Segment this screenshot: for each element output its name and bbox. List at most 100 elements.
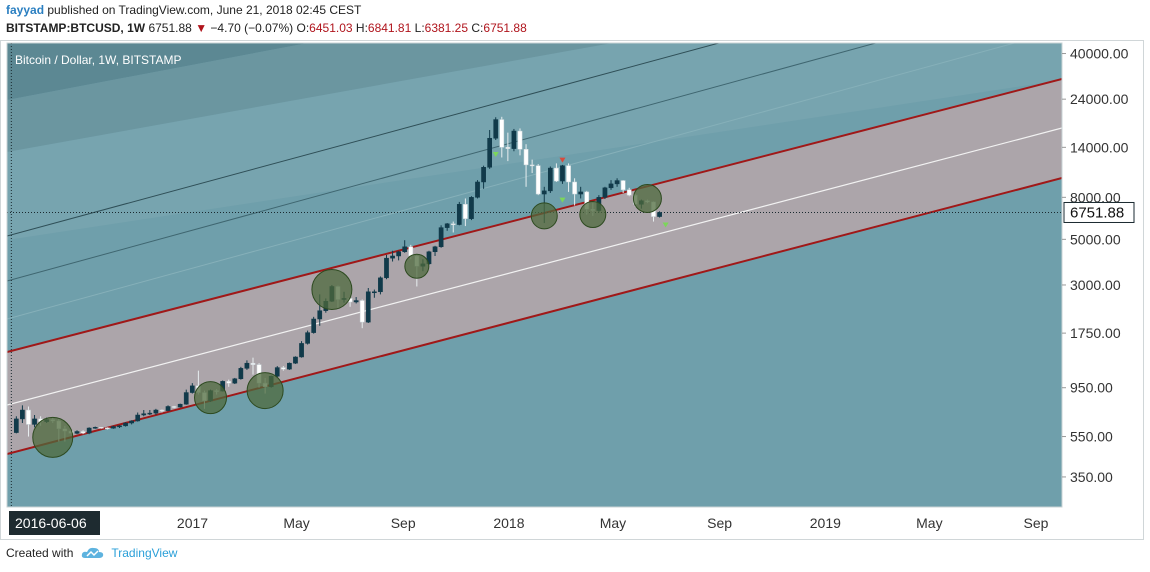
signal-marker <box>492 151 499 157</box>
candle <box>189 385 195 393</box>
candle <box>450 223 456 226</box>
upper-channel-line-1 <box>7 43 721 237</box>
candle <box>614 180 620 185</box>
candle <box>444 223 450 228</box>
candle <box>74 431 80 434</box>
price-chart[interactable]: Bitcoin / Dollar, 1W, BITSTAMP 40000.00 24… <box>0 40 1150 540</box>
candle <box>141 413 147 416</box>
candle <box>92 427 98 429</box>
ohlc-line: BITSTAMP:BTCUSD, 1W 6751.88 ▼ −4.70 (−0.… <box>6 21 527 35</box>
candle <box>226 381 232 384</box>
x-tick-label: Sep <box>1024 515 1049 531</box>
candle <box>505 147 511 149</box>
y-tick-label: 8000.00 <box>1070 189 1121 205</box>
x-tick-label: Sep <box>391 515 416 531</box>
candle <box>493 119 499 139</box>
close-value: 6751.88 <box>483 21 527 35</box>
candle <box>311 318 317 333</box>
x-tick-label: Sep <box>707 515 732 531</box>
open-label: O: <box>296 21 310 35</box>
candle <box>402 246 408 253</box>
candle <box>499 119 505 148</box>
touch-circle <box>632 183 662 213</box>
candle <box>378 277 383 293</box>
touch-circle <box>404 253 430 279</box>
candle <box>13 418 19 433</box>
author-name[interactable]: fayyad <box>6 3 45 17</box>
down-arrow-icon: ▼ <box>195 21 208 35</box>
candle <box>608 183 614 189</box>
candle <box>408 246 414 257</box>
mid-line <box>7 127 1062 406</box>
candle <box>86 427 92 434</box>
tradingview-brand-link[interactable]: TradingView <box>111 546 178 560</box>
candle <box>657 212 662 217</box>
upper-channel-line-2 <box>7 43 878 282</box>
candle <box>359 300 365 323</box>
last-price: 6751.88 <box>148 21 192 35</box>
candle <box>487 137 493 168</box>
open-value: 6451.03 <box>309 21 353 35</box>
candle <box>293 356 298 364</box>
publish-line: fayyad published on TradingView.com, Jun… <box>6 3 361 17</box>
candle <box>396 251 401 257</box>
publish-info: published on TradingView.com, June 21, 2… <box>47 3 362 17</box>
candle <box>111 426 116 429</box>
tradingview-logo-icon <box>82 547 104 558</box>
signal-marker <box>559 197 566 203</box>
y-tick-label: 40000.00 <box>1070 46 1129 62</box>
candle <box>280 367 286 370</box>
candle <box>232 378 238 384</box>
candle <box>438 227 444 248</box>
candle <box>123 422 128 427</box>
band-upper-4 <box>7 43 1062 240</box>
x-tick-label: 2018 <box>493 515 524 531</box>
candle <box>578 191 584 195</box>
touch-circle <box>530 202 558 230</box>
x-tick-label: 2017 <box>177 515 208 531</box>
candle <box>105 427 110 430</box>
created-with-label: Created with <box>6 546 74 560</box>
close-label: C: <box>471 21 484 35</box>
candle <box>177 403 183 408</box>
candle <box>481 167 486 183</box>
candle <box>317 310 323 320</box>
cursor-date-box <box>9 511 100 535</box>
candle <box>390 255 395 259</box>
candle <box>250 362 256 365</box>
candle <box>80 431 86 434</box>
candle <box>372 291 377 294</box>
candle <box>541 190 547 195</box>
candle <box>529 164 535 167</box>
y-tick-label: 550.00 <box>1070 429 1113 445</box>
x-tick-label: 2019 <box>810 515 841 531</box>
candle <box>511 130 517 149</box>
plot-border <box>6 42 1063 508</box>
high-value: 6841.81 <box>367 21 412 35</box>
candle <box>287 362 292 370</box>
candle <box>135 414 141 422</box>
candle <box>165 406 171 411</box>
candle <box>353 300 359 303</box>
y-tick-label: 350.00 <box>1070 469 1113 485</box>
y-tick-label: 24000.00 <box>1070 91 1129 107</box>
candle <box>626 189 632 196</box>
candle <box>566 165 571 183</box>
touch-circle <box>311 269 353 311</box>
x-tick-label: May <box>600 515 626 531</box>
candle <box>305 332 310 344</box>
chart-frame <box>0 40 1144 540</box>
y-tick-label: 950.00 <box>1070 380 1113 396</box>
y-tick-label: 3000.00 <box>1070 277 1121 293</box>
chart-title: Bitcoin / Dollar, 1W, BITSTAMP <box>15 53 182 67</box>
candle <box>547 167 553 192</box>
candle <box>32 418 37 425</box>
candle <box>560 165 565 182</box>
candle <box>238 368 244 380</box>
candle <box>183 392 189 405</box>
candle <box>620 180 626 191</box>
candle <box>98 427 104 429</box>
touch-circle <box>246 372 284 410</box>
y-tick-label: 5000.00 <box>1070 231 1121 247</box>
candle <box>365 291 371 323</box>
